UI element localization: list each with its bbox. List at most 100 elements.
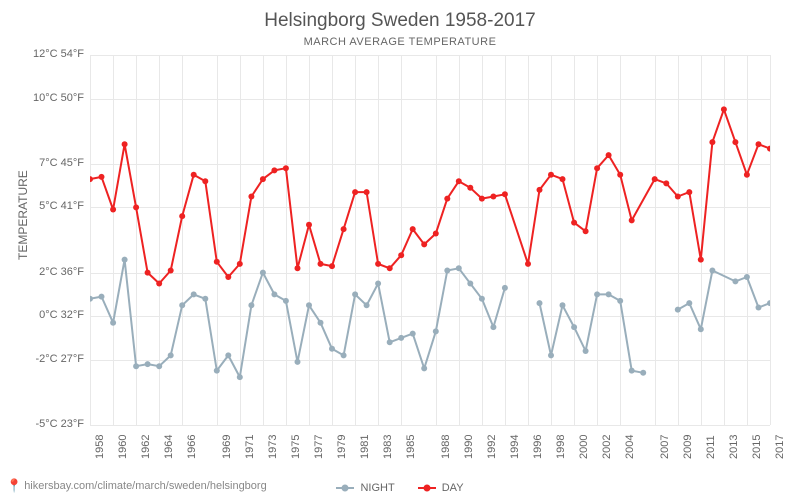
series-marker-night — [398, 335, 404, 341]
series-marker-night — [698, 326, 704, 332]
series-marker-night — [479, 296, 485, 302]
series-marker-night — [410, 331, 416, 337]
series-marker-night — [502, 285, 508, 291]
series-marker-day — [652, 176, 658, 182]
chart-container: Helsingborg Sweden 1958-2017 MARCH AVERA… — [0, 0, 800, 500]
series-marker-day — [617, 172, 623, 178]
series-marker-night — [133, 363, 139, 369]
ytick-label: 0°C 32°F — [14, 309, 84, 321]
series-marker-day — [168, 268, 174, 274]
series-marker-night — [583, 348, 589, 354]
xtick-label: 1990 — [463, 435, 475, 459]
series-marker-night — [686, 300, 692, 306]
series-marker-night — [329, 346, 335, 352]
series-marker-night — [594, 291, 600, 297]
xtick-label: 1958 — [94, 435, 106, 459]
series-marker-night — [640, 370, 646, 376]
series-marker-night — [179, 302, 185, 308]
ytick-label: 7°C 45°F — [14, 157, 84, 169]
series-marker-day — [156, 281, 162, 287]
series-marker-night — [260, 270, 266, 276]
series-line-night — [90, 260, 770, 378]
series-marker-day — [110, 207, 116, 213]
series-marker-day — [225, 274, 231, 280]
xtick-label: 1998 — [555, 435, 567, 459]
series-marker-day — [341, 226, 347, 232]
series-line-day — [90, 109, 770, 283]
series-marker-day — [606, 152, 612, 158]
series-marker-day — [548, 172, 554, 178]
series-marker-day — [467, 185, 473, 191]
source-text: hikersbay.com/climate/march/sweden/helsi… — [24, 480, 267, 492]
series-marker-day — [560, 176, 566, 182]
plot-area: -5°C 23°F-2°C 27°F0°C 32°F2°C 36°F5°C 41… — [90, 55, 770, 425]
series-marker-day — [698, 257, 704, 263]
series-marker-night — [548, 352, 554, 358]
series-marker-night — [387, 339, 393, 345]
ytick-label: -2°C 27°F — [14, 353, 84, 365]
series-marker-day — [133, 204, 139, 210]
xtick-label: 2017 — [774, 435, 786, 459]
series-marker-night — [537, 300, 543, 306]
series-marker-night — [110, 320, 116, 326]
map-pin-icon: 📍 — [6, 478, 22, 494]
series-marker-night — [283, 298, 289, 304]
series-marker-night — [225, 352, 231, 358]
xtick-label: 2013 — [728, 435, 740, 459]
series-marker-day — [456, 178, 462, 184]
series-marker-night — [744, 274, 750, 280]
xtick-label: 1960 — [117, 435, 129, 459]
ytick-label: -5°C 23°F — [14, 418, 84, 430]
ytick-label: 5°C 41°F — [14, 200, 84, 212]
series-marker-day — [295, 265, 301, 271]
xtick-label: 1979 — [336, 435, 348, 459]
series-marker-night — [90, 296, 93, 302]
series-marker-night — [421, 365, 427, 371]
series-marker-day — [375, 261, 381, 267]
series-marker-day — [318, 261, 324, 267]
series-marker-day — [99, 174, 105, 180]
series-marker-day — [756, 141, 762, 147]
legend-label-day: DAY — [442, 482, 464, 494]
xtick-label: 1994 — [509, 435, 521, 459]
source-attribution: 📍 hikersbay.com/climate/march/sweden/hel… — [6, 478, 267, 494]
series-marker-day — [571, 220, 577, 226]
series-marker-day — [433, 231, 439, 237]
series-marker-day — [629, 217, 635, 223]
series-marker-day — [479, 196, 485, 202]
series-marker-night — [709, 268, 715, 274]
series-marker-night — [352, 291, 358, 297]
series-marker-day — [283, 165, 289, 171]
series-marker-night — [617, 298, 623, 304]
chart-title: Helsingborg Sweden 1958-2017 — [0, 10, 800, 32]
series-marker-day — [594, 165, 600, 171]
series-marker-day — [90, 176, 93, 182]
series-marker-night — [202, 296, 208, 302]
series-marker-night — [675, 307, 681, 313]
xtick-label: 1981 — [359, 435, 371, 459]
series-marker-day — [525, 261, 531, 267]
ytick-label: 10°C 50°F — [14, 92, 84, 104]
series-marker-night — [271, 291, 277, 297]
xtick-label: 1992 — [486, 435, 498, 459]
series-marker-day — [686, 189, 692, 195]
series-marker-night — [237, 374, 243, 380]
series-marker-day — [421, 241, 427, 247]
xtick-label: 1988 — [440, 435, 452, 459]
series-marker-day — [398, 252, 404, 258]
series-marker-day — [260, 176, 266, 182]
series-marker-night — [341, 352, 347, 358]
xtick-label: 1983 — [382, 435, 394, 459]
series-marker-night — [767, 300, 770, 306]
series-marker-day — [709, 139, 715, 145]
xtick-label: 2015 — [751, 435, 763, 459]
legend-label-night: NIGHT — [360, 482, 394, 494]
series-marker-day — [352, 189, 358, 195]
series-marker-night — [145, 361, 151, 367]
legend-swatch-day — [418, 487, 436, 489]
series-marker-day — [583, 228, 589, 234]
series-marker-day — [179, 213, 185, 219]
series-marker-night — [99, 294, 105, 300]
xtick-label: 1964 — [163, 435, 175, 459]
xtick-label: 1971 — [244, 435, 256, 459]
